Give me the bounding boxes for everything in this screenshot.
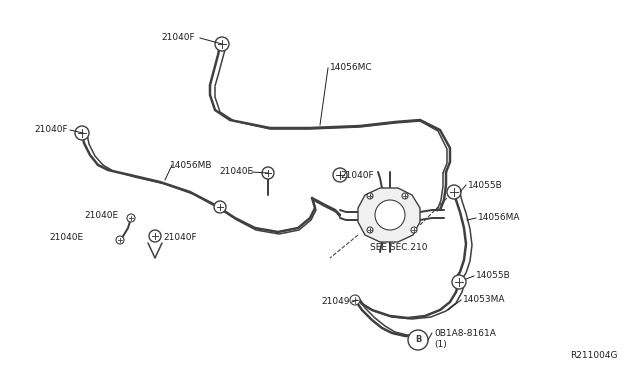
Circle shape (262, 167, 274, 179)
Circle shape (408, 330, 428, 350)
Text: 0B1A8-8161A: 0B1A8-8161A (434, 328, 496, 337)
Text: 21040F: 21040F (163, 234, 196, 243)
Circle shape (333, 168, 347, 182)
Text: 21040E: 21040E (219, 167, 253, 176)
Text: 21040E: 21040E (84, 211, 118, 219)
Circle shape (116, 236, 124, 244)
Circle shape (75, 126, 89, 140)
Text: 14053MA: 14053MA (463, 295, 506, 305)
Text: (1): (1) (434, 340, 447, 349)
Circle shape (127, 214, 135, 222)
Circle shape (411, 227, 417, 233)
Text: 21040E: 21040E (49, 232, 83, 241)
Text: B: B (415, 336, 421, 344)
Text: 14056MA: 14056MA (478, 214, 520, 222)
Circle shape (350, 295, 360, 305)
Text: 14056MC: 14056MC (330, 64, 372, 73)
Text: R211004G: R211004G (570, 350, 618, 359)
Text: 21040F: 21040F (35, 125, 68, 135)
Circle shape (215, 37, 229, 51)
Circle shape (367, 227, 373, 233)
Text: 14055B: 14055B (476, 272, 511, 280)
Circle shape (214, 201, 226, 213)
Circle shape (367, 193, 373, 199)
Circle shape (149, 230, 161, 242)
Text: 21049: 21049 (321, 298, 350, 307)
Circle shape (402, 193, 408, 199)
Text: 21040F: 21040F (161, 33, 195, 42)
Circle shape (447, 185, 461, 199)
Polygon shape (358, 188, 420, 242)
Circle shape (375, 200, 405, 230)
Text: SEE SEC.210: SEE SEC.210 (370, 244, 428, 253)
Text: 21040F: 21040F (340, 170, 374, 180)
Text: 14055B: 14055B (468, 180, 503, 189)
Circle shape (452, 275, 466, 289)
Text: 14056MB: 14056MB (170, 160, 212, 170)
